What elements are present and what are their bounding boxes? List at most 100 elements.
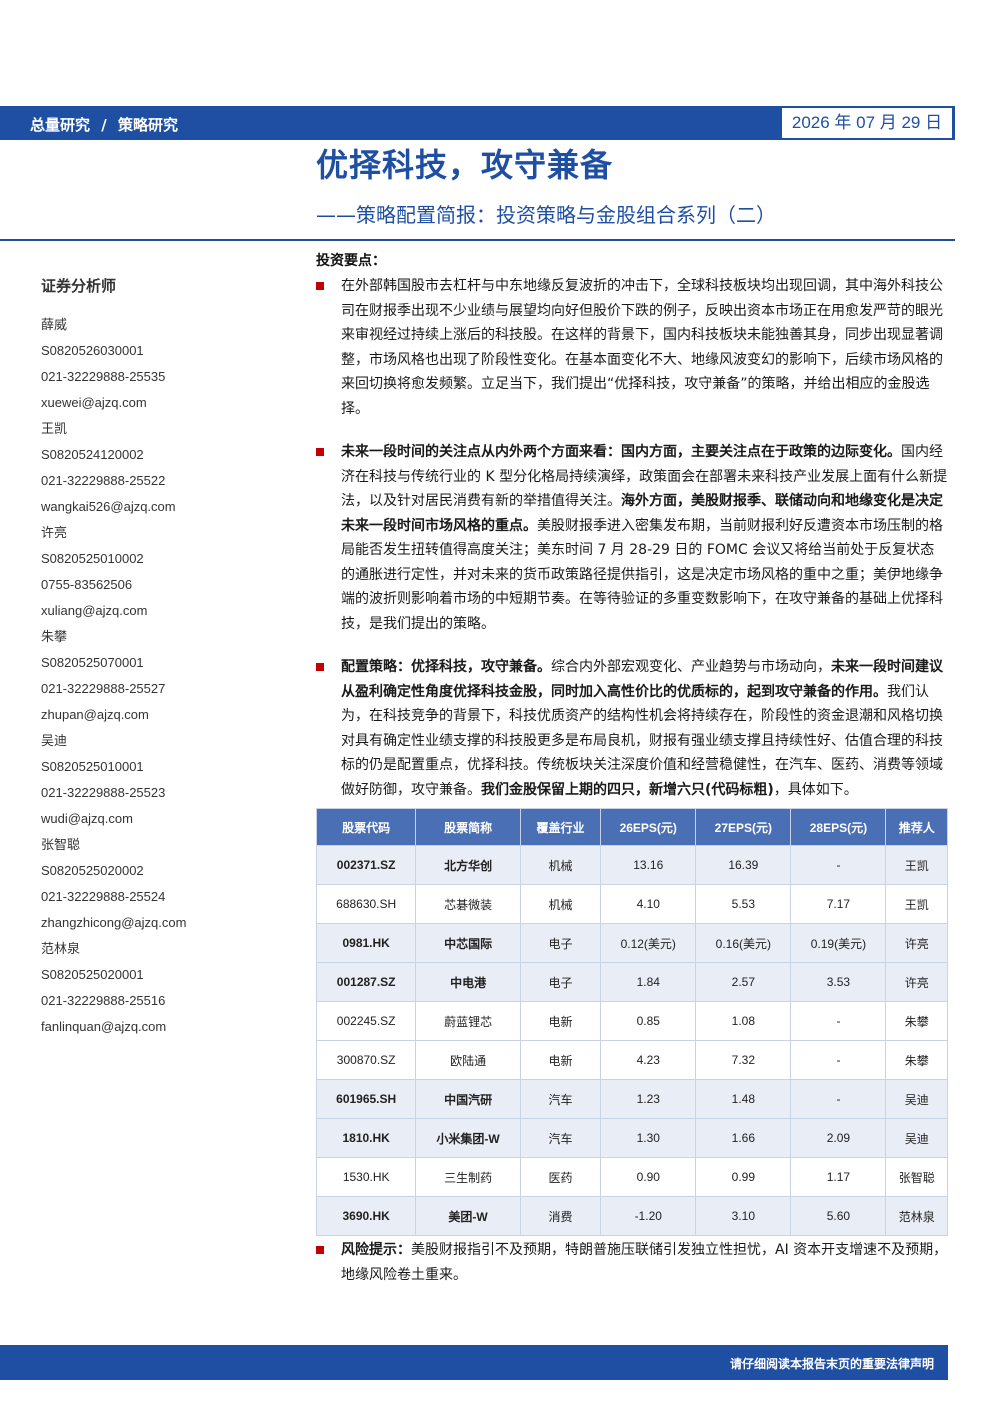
breadcrumb-strategy-research: 策略研究 [117, 116, 178, 134]
table-cell-eps27: 5.53 [695, 884, 792, 924]
table-cell-analyst: 朱攀 [885, 1001, 948, 1041]
table-row: 1810.HK 小米集团-W 汽车 1.30 1.66 2.09 吴迪 [315, 1118, 948, 1158]
column-header: 28EPS(元) [790, 808, 887, 846]
analyst-list: 薛威 S0820526030001 021-32229888-25535 xuewei… [41, 312, 281, 1040]
analyst-info-line: 吴迪 [41, 733, 68, 748]
analyst-info-line: xuewei@ajzq.com [41, 395, 147, 410]
risk-text: 美股财报指引不及预期，特朗普施压联储引发独立性担忧，AI 资本开支增速不及预期，… [341, 1242, 948, 1283]
table-cell-industry: 机械 [519, 845, 602, 885]
table-cell-code: 002245.SZ [315, 1001, 417, 1041]
analyst-heading: 证券分析师 [41, 277, 117, 295]
legal-notice: 请仔细阅读本报告末页的重要法律声明 [729, 1357, 934, 1371]
table-row: 300870.SZ 欧陆通 电新 4.23 7.32- 朱攀 [315, 1040, 948, 1080]
analyst-info-line: 021-32229888-25535 [41, 369, 166, 384]
report-subtitle: ——策略配置简报：投资策略与金股组合系列（二） [316, 203, 776, 227]
analyst-info-line: 021-32229888-25522 [41, 473, 166, 488]
table-cell-code: 1530.HK [315, 1157, 417, 1197]
bullet-text: 美股财报季进入密集发布期，当前财报利好反遭资本市场压制的格局能否发生扭转值得高度… [341, 517, 943, 632]
analyst-info-line: S0820525020001 [41, 967, 144, 982]
table-cell-name: 小米集团-W [415, 1118, 521, 1158]
bullet-bold-text: 配置策略：优择科技，攻守兼备。 [341, 659, 551, 675]
table-cell-code: 1810.HK [315, 1118, 417, 1158]
table-cell-code: 688630.SH [315, 884, 417, 924]
analyst-info-line: 0755-83562506 [41, 577, 133, 592]
table-cell-name: 中芯国际 [415, 923, 521, 963]
analyst-info-line: 021-32229888-25527 [41, 681, 166, 696]
main-content: 投资要点： 在外部韩国股市去杠杆与中东地缘反复波折的冲击下，全球科技板块均出现回… [315, 250, 948, 1287]
table-cell-eps28: - [790, 1040, 887, 1080]
table-cell-eps27: 0.16(美元) [695, 923, 792, 963]
table-cell-analyst: 王凯 [885, 845, 948, 885]
table-cell-code: 601965.SH [315, 1079, 417, 1119]
table-cell-eps26: 1.30 [600, 1118, 697, 1158]
table-cell-eps28: - [790, 1079, 887, 1119]
table-row: 0981.HK 中芯国际 电子 0.12(美元) 0.16(美元) 0.19(美元) 许亮 [315, 923, 948, 963]
bullet-square-icon [316, 1246, 324, 1254]
table-row: 001287.SZ 中电港 电子 1.84 2.57 3.53 许亮 [315, 962, 948, 1002]
table-row: 3690.HK 美团-W 消费 -1.20 3.10 5.60 范林泉 [315, 1196, 948, 1236]
table-cell-analyst: 许亮 [885, 962, 948, 1002]
table-cell-eps27: 2.57 [695, 962, 792, 1002]
table-cell-eps28: - [790, 1001, 887, 1041]
table-cell-industry: 汽车 [519, 1079, 602, 1119]
table-row: 688630.SH 芯碁微装 机械 4.10 5.53 7.17 王凯 [315, 884, 948, 924]
table-cell-eps26: 0.85 [600, 1001, 697, 1041]
table-cell-industry: 消费 [519, 1196, 602, 1236]
table-cell-eps28: 7.17 [790, 884, 887, 924]
key-points-title: 投资要点： [316, 253, 386, 269]
table-cell-code: 001287.SZ [315, 962, 417, 1002]
column-header: 27EPS(元) [695, 808, 792, 846]
analyst-info-line: wudi@ajzq.com [41, 811, 133, 826]
analyst-info-line: S0820525010001 [41, 759, 144, 774]
gold-stock-table: 股票代码 股票简称 覆盖行业 26EPS(元) 27EPS(元) 28EPS(元… [315, 808, 948, 1236]
table-cell-analyst: 张智聪 [885, 1157, 948, 1197]
bullet-square-icon [316, 663, 324, 671]
bullet-text: 在外部韩国股市去杠杆与中东地缘反复波折的冲击下，全球科技板块均出现回调，其中海外… [341, 278, 943, 417]
analyst-info-line: 021-32229888-25516 [41, 993, 166, 1008]
table-cell-industry: 电子 [519, 923, 602, 963]
column-header: 推荐人 [885, 808, 948, 846]
bullet-bold-text: 未来一段时间的关注点从内外两个方面来看：国内方面，主要关注点在于政策的边际变化。 [341, 444, 901, 460]
bullet-text: ，具体如下。 [773, 781, 858, 798]
bullet-bold-text: 我们金股保留上期的四只，新增六只(代码标粗) [481, 781, 774, 798]
analyst-info-line: zhupan@ajzq.com [41, 707, 149, 722]
table-cell-name: 芯碁微装 [415, 884, 521, 924]
table-cell-name: 中国汽研 [415, 1079, 521, 1119]
risk-label: 风险提示： [341, 1242, 411, 1258]
breadcrumb-separator: / [101, 116, 107, 134]
table-cell-eps26: 4.10 [600, 884, 697, 924]
table-cell-name: 蔚蓝锂芯 [415, 1001, 521, 1041]
table-cell-industry: 电子 [519, 962, 602, 1002]
table-cell-industry: 医药 [519, 1157, 602, 1197]
analyst-info-line: 张智聪 [41, 837, 81, 852]
table-cell-eps27: 1.66 [695, 1118, 792, 1158]
table-header-row: 股票代码 股票简称 覆盖行业 26EPS(元) 27EPS(元) 28EPS(元… [315, 808, 948, 846]
table-cell-code: 002371.SZ [315, 845, 417, 885]
report-title: 优择科技，攻守兼备 [316, 146, 614, 184]
column-header: 股票代码 [315, 808, 417, 846]
bullet-risk: 风险提示：美股财报指引不及预期，特朗普施压联储引发独立性担忧，AI 资本开支增速… [316, 1238, 948, 1287]
table-cell-eps28: 5.60 [790, 1196, 887, 1236]
table-cell-analyst: 范林泉 [885, 1196, 948, 1236]
table-cell-eps28: 0.19(美元) [790, 923, 887, 963]
analyst-info-line: 薛威 [41, 317, 68, 332]
bullet-square-icon [316, 282, 324, 290]
table-cell-analyst: 许亮 [885, 923, 948, 963]
table-cell-eps28: 3.53 [790, 962, 887, 1002]
analyst-info-line: wangkai526@ajzq.com [41, 499, 176, 514]
table-cell-eps27: 16.39 [695, 845, 792, 885]
bullet-text: 综合内外部宏观变化、产业趋势与市场动向， [551, 659, 831, 675]
table-row: 601965.SH 中国汽研 汽车 1.23 1.48- 吴迪 [315, 1079, 948, 1119]
analyst-info-line: S0820525070001 [41, 655, 144, 670]
footer-bar: 请仔细阅读本报告末页的重要法律声明 [0, 1345, 948, 1380]
table-cell-name: 三生制药 [415, 1157, 521, 1197]
table-cell-industry: 电新 [519, 1001, 602, 1041]
analyst-info-line: 朱攀 [41, 629, 68, 644]
bullet-bold-text: 海外方面，美股财报季、联储动向和地缘变化是决定未来一段时间市场风格的重点。 [341, 493, 943, 534]
table-cell-eps26: 1.84 [600, 962, 697, 1002]
table-cell-eps27: 1.48 [695, 1079, 792, 1119]
table-row: 1530.HK 三生制药 医药 0.90 0.99 1.17 张智聪 [315, 1157, 948, 1197]
table-cell-industry: 汽车 [519, 1118, 602, 1158]
table-cell-eps26: 4.23 [600, 1040, 697, 1080]
bullet-focus: 未来一段时间的关注点从内外两个方面来看：国内方面，主要关注点在于政策的边际变化。… [316, 440, 948, 636]
